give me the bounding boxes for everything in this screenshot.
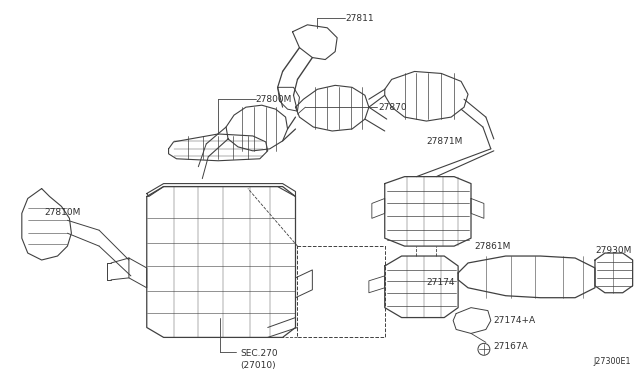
Text: 27174: 27174: [426, 278, 455, 287]
Text: SEC.270: SEC.270: [240, 349, 278, 358]
Text: J27300E1: J27300E1: [593, 357, 630, 366]
Text: 27167A: 27167A: [494, 342, 529, 352]
Text: 27930M: 27930M: [595, 246, 631, 255]
Text: 27810M: 27810M: [45, 208, 81, 217]
Text: 27861M: 27861M: [474, 242, 510, 251]
Text: (27010): (27010): [240, 361, 276, 370]
Text: 27811: 27811: [345, 14, 374, 23]
Text: 27174+A: 27174+A: [494, 315, 536, 325]
Text: 27871M: 27871M: [426, 137, 463, 146]
Text: 27870: 27870: [379, 103, 408, 112]
Text: 27800M: 27800M: [256, 95, 292, 104]
